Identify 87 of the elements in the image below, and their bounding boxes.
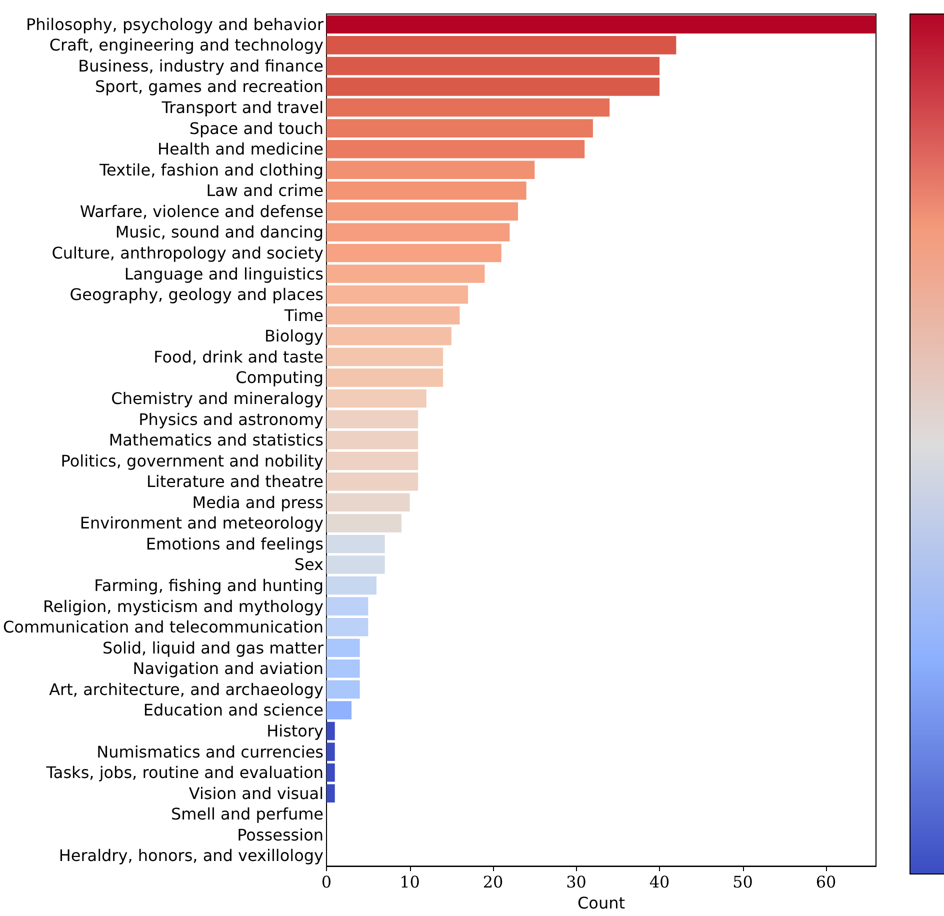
bar bbox=[326, 389, 426, 408]
y-tick-label: Emotions and feelings bbox=[146, 534, 324, 554]
y-tick-label: History bbox=[266, 722, 324, 741]
x-tick-label: 40 bbox=[649, 872, 670, 892]
bar bbox=[326, 722, 335, 740]
y-tick-label: Tasks, jobs, routine and evaluation bbox=[45, 763, 324, 782]
y-tick-label: Warfare, violence and defense bbox=[80, 202, 324, 221]
bar bbox=[326, 472, 418, 491]
bar bbox=[326, 348, 444, 366]
y-tick-label: Literature and theatre bbox=[146, 472, 324, 492]
y-tick-label: Navigation and aviation bbox=[132, 659, 324, 678]
y-tick-label: Numismatics and currencies bbox=[96, 742, 324, 762]
y-tick-label: Textile, fashion and clothing bbox=[98, 160, 324, 180]
bar bbox=[326, 160, 535, 180]
bar bbox=[326, 140, 585, 158]
y-tick-label: Communication and telecommunication bbox=[2, 618, 324, 637]
bar bbox=[326, 742, 335, 761]
y-tick-label: Transport and travel bbox=[160, 98, 324, 118]
bar bbox=[326, 618, 368, 636]
y-tick-label: Culture, anthropology and society bbox=[52, 244, 324, 263]
x-tick-label: 20 bbox=[482, 872, 504, 892]
bar bbox=[326, 597, 368, 616]
bar bbox=[326, 56, 660, 76]
bar bbox=[326, 368, 444, 387]
y-tick-label: Language and linguistics bbox=[124, 264, 324, 284]
y-tick-label: Solid, liquid and gas matter bbox=[102, 638, 324, 658]
x-tick-label: 30 bbox=[566, 872, 586, 892]
bar bbox=[326, 98, 610, 117]
bar bbox=[326, 244, 502, 262]
bar bbox=[326, 306, 460, 324]
y-tick-label: Education and science bbox=[143, 700, 324, 720]
x-tick-label: 60 bbox=[816, 872, 836, 892]
bar bbox=[326, 556, 385, 574]
y-tick-label: Geography, geology and places bbox=[70, 285, 324, 304]
bar bbox=[326, 452, 418, 470]
bar bbox=[326, 534, 385, 554]
y-tick-label: Vision and visual bbox=[188, 784, 324, 803]
bar bbox=[326, 223, 510, 242]
bar bbox=[326, 430, 418, 450]
y-tick-label: Time bbox=[283, 306, 324, 325]
y-tick-label: Sport, games and recreation bbox=[95, 77, 324, 96]
y-tick-label: Space and touch bbox=[189, 118, 324, 138]
x-tick-label: 50 bbox=[732, 872, 753, 892]
bar bbox=[326, 514, 402, 532]
y-tick-label: Computing bbox=[236, 368, 324, 388]
y-tick-label: Politics, government and nobility bbox=[60, 451, 324, 470]
y-tick-label: Farming, fishing and hunting bbox=[94, 576, 324, 596]
bar bbox=[326, 493, 410, 512]
y-tick-label: Mathematics and statistics bbox=[108, 430, 324, 450]
bar bbox=[326, 326, 452, 346]
y-tick-label: Craft, engineering and technology bbox=[49, 36, 324, 55]
y-tick-label: Physics and astronomy bbox=[138, 410, 324, 429]
bar bbox=[326, 264, 485, 283]
bar bbox=[326, 576, 376, 595]
y-tick-label: Philosophy, psychology and behavior bbox=[26, 14, 324, 34]
x-tick-label: 0 bbox=[321, 872, 332, 892]
x-axis-title: Count bbox=[578, 894, 626, 912]
bar bbox=[326, 36, 676, 54]
bar bbox=[326, 285, 468, 304]
y-tick-label: Music, sound and dancing bbox=[115, 222, 324, 242]
bar bbox=[326, 78, 660, 96]
y-tick-label: Possession bbox=[237, 825, 324, 844]
bar bbox=[326, 763, 335, 782]
y-tick-label: Law and crime bbox=[206, 181, 324, 200]
bar bbox=[326, 784, 335, 803]
bar bbox=[326, 638, 360, 658]
y-tick-label: Chemistry and mineralogy bbox=[111, 388, 324, 408]
y-tick-label: Environment and meteorology bbox=[80, 514, 324, 533]
bar bbox=[326, 701, 352, 720]
y-tick-label: Art, architecture, and archaeology bbox=[49, 680, 324, 699]
bar bbox=[326, 660, 360, 678]
x-tick-label: 10 bbox=[400, 872, 420, 892]
y-tick-label: Heraldry, honors, and vexillology bbox=[58, 846, 324, 866]
bar bbox=[326, 410, 418, 428]
bar bbox=[326, 119, 593, 138]
y-tick-label: Religion, mysticism and mythology bbox=[43, 596, 324, 616]
y-tick-label: Sex bbox=[294, 555, 324, 574]
bar bbox=[326, 202, 518, 221]
y-tick-label: Food, drink and taste bbox=[154, 347, 324, 366]
bar bbox=[326, 182, 526, 200]
y-tick-label: Business, industry and finance bbox=[78, 56, 324, 76]
bar bbox=[326, 15, 876, 34]
y-tick-label: Media and press bbox=[192, 492, 324, 512]
y-tick-label: Smell and perfume bbox=[170, 804, 324, 824]
bar bbox=[326, 680, 360, 699]
y-tick-label: Health and medicine bbox=[157, 140, 324, 159]
y-tick-label: Biology bbox=[264, 326, 324, 346]
